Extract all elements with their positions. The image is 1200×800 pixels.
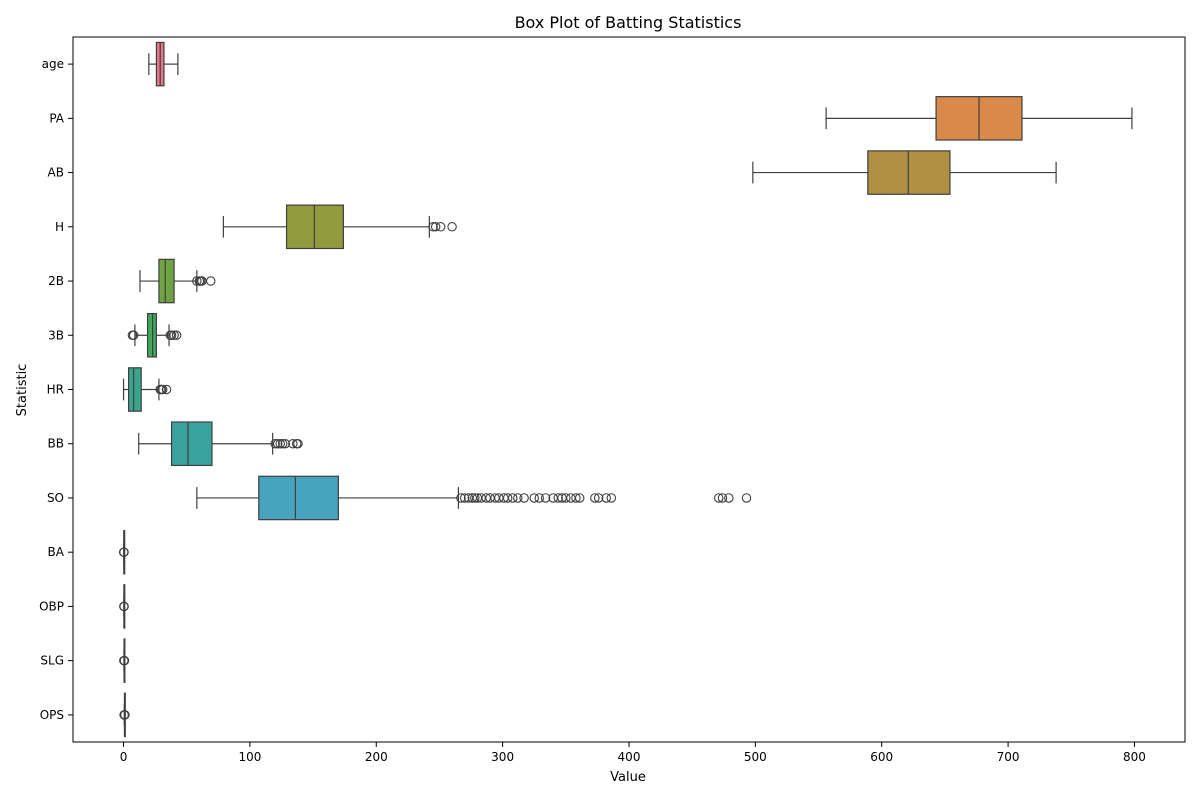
y-tick-label-2b: 2B xyxy=(48,274,64,288)
outlier-point-so xyxy=(717,493,728,503)
outlier-point-h xyxy=(430,222,441,232)
outlier-point-so xyxy=(507,493,518,503)
outlier-point-slg xyxy=(119,655,130,666)
box-3b xyxy=(146,312,158,358)
chart-title: Box Plot of Batting Statistics xyxy=(515,13,742,32)
y-axis-label: Statistic xyxy=(15,364,30,417)
outlier-point-hr xyxy=(161,384,172,395)
y-tick-label-ab: AB xyxy=(48,166,64,180)
y-tick-label-hr: HR xyxy=(47,383,64,397)
outlier-point-so xyxy=(513,493,523,503)
outlier-point-h xyxy=(447,222,457,232)
outlier-point-bb xyxy=(270,438,280,449)
x-tick-label-800: 800 xyxy=(1123,750,1146,764)
outlier-point-so xyxy=(574,493,585,503)
outlier-point-so xyxy=(540,493,551,503)
x-tick-label-400: 400 xyxy=(618,750,641,764)
y-tick-label-h: H xyxy=(55,220,64,234)
box-so xyxy=(258,475,339,521)
x-tick-label-0: 0 xyxy=(120,750,128,764)
outlier-point-obp xyxy=(119,601,129,612)
outlier-point-bb xyxy=(272,438,283,449)
outlier-point-h xyxy=(435,222,446,232)
outlier-point-so xyxy=(601,493,612,503)
outlier-point-so xyxy=(459,493,470,503)
x-tick-label-600: 600 xyxy=(870,750,893,764)
x-tick-label-700: 700 xyxy=(997,750,1020,764)
box-h xyxy=(285,204,345,250)
outlier-point-so xyxy=(741,493,752,503)
outlier-point-so xyxy=(456,493,466,503)
outlier-point-so xyxy=(561,493,571,503)
outlier-point-so xyxy=(593,493,604,503)
outlier-point-ops xyxy=(120,710,130,720)
outlier-point-3b xyxy=(166,330,177,341)
outlier-point-bb xyxy=(293,438,303,449)
y-tick-label-ba: BA xyxy=(48,545,65,559)
outlier-point-ba xyxy=(119,547,129,557)
outlier-point-so xyxy=(566,493,576,503)
outlier-point-so xyxy=(590,493,600,503)
y-tick-label-pa: PA xyxy=(49,111,64,125)
y-tick-label-slg: SLG xyxy=(40,654,64,668)
x-tick-label-200: 200 xyxy=(365,750,388,764)
outlier-point-2b xyxy=(192,276,202,286)
y-tick-label-ops: OPS xyxy=(40,708,64,722)
outlier-point-so xyxy=(470,493,480,503)
outlier-point-so xyxy=(713,493,724,503)
x-tick-label-300: 300 xyxy=(491,750,514,764)
outlier-point-so xyxy=(502,493,513,503)
outlier-point-3b xyxy=(171,330,182,341)
outlier-point-bb xyxy=(288,438,298,449)
box-hr xyxy=(128,367,142,412)
plot-area: age PA AB H 2B 3B HR BB SO BA OBP SLG OPS 0 100 200 300 4… xyxy=(39,36,1186,764)
outlier-point-so xyxy=(529,493,539,503)
outlier-point-3b xyxy=(128,330,139,341)
box-bb xyxy=(170,421,213,467)
outlier-point-so xyxy=(606,493,617,503)
y-tick-label-age: age xyxy=(42,57,64,71)
y-tick-label-bb: BB xyxy=(48,437,64,451)
outlier-point-2b xyxy=(205,276,216,286)
outlier-point-so xyxy=(724,493,734,503)
outlier-point-so xyxy=(534,493,545,503)
outlier-point-hr xyxy=(157,384,168,395)
box-ab xyxy=(867,150,951,195)
outlier-point-h xyxy=(428,222,438,232)
x-tick-label-500: 500 xyxy=(744,750,767,764)
x-axis-label: Value xyxy=(610,770,646,785)
outlier-point-so xyxy=(519,493,529,503)
y-tick-label-obp: OBP xyxy=(39,599,64,613)
outlier-point-3b xyxy=(169,330,179,341)
outlier-point-so xyxy=(571,493,581,503)
outlier-point-so xyxy=(553,493,563,503)
outlier-point-bb xyxy=(278,438,288,449)
outlier-point-bb xyxy=(280,438,291,449)
axes-frame xyxy=(72,36,1186,743)
box-2b xyxy=(158,258,175,304)
outlier-point-bb xyxy=(275,438,285,449)
y-tick-label-so: SO xyxy=(47,491,64,505)
x-tick-label-100: 100 xyxy=(238,750,261,764)
y-tick-label-3b: 3B xyxy=(48,328,64,342)
